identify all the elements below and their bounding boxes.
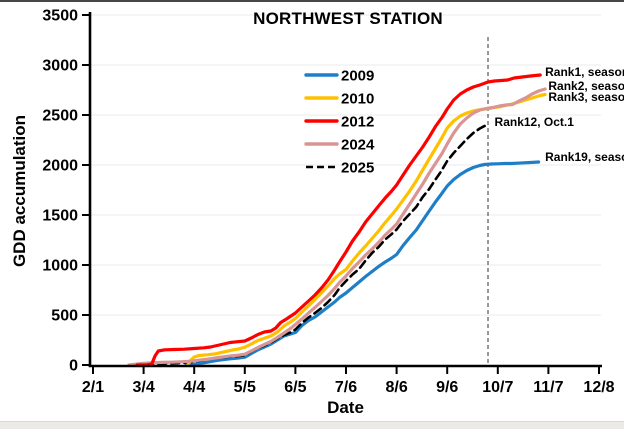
annotation-rank-4: Rank12, Oct.1 — [495, 115, 575, 129]
series-line-2009 — [184, 160, 541, 367]
x-tick-label: 12/8 — [583, 379, 614, 396]
annotation-rank-1: Rank1, season — [545, 65, 624, 79]
y-tick-label: 1500 — [42, 208, 78, 225]
y-tick-label: 1000 — [42, 258, 78, 275]
x-tick-label: 10/7 — [482, 379, 513, 396]
series-line-2012 — [135, 73, 542, 367]
x-tick-label: 4/4 — [183, 379, 205, 396]
y-tick-label: 3000 — [42, 58, 78, 75]
annotation-rank-5: Rank19, season — [545, 150, 624, 164]
x-tick-label: 7/6 — [335, 379, 357, 396]
y-tick-label: 500 — [51, 308, 78, 325]
x-tick-label: 5/5 — [234, 379, 256, 396]
y-axis-title: GDD accumulation — [10, 114, 29, 268]
series-line-2010 — [186, 92, 547, 367]
x-tick-label: 9/6 — [436, 379, 458, 396]
annotation-rank-2: Rank2, season — [548, 79, 624, 93]
chart-title: NORTHWEST STATION — [253, 9, 443, 28]
y-tick-label: 2500 — [42, 108, 78, 125]
series-line-2024 — [127, 87, 547, 367]
legend-label-2009: 2009 — [341, 68, 374, 85]
legend-label-2010: 2010 — [341, 91, 374, 108]
x-tick-label: 11/7 — [533, 379, 563, 396]
legend-label-2025: 2025 — [341, 160, 374, 177]
y-tick-label: 3500 — [42, 8, 78, 25]
x-tick-label: 2/1 — [82, 379, 104, 396]
y-tick-label: 0 — [69, 358, 78, 375]
bottom-ui-strip — [0, 421, 624, 429]
x-tick-label: 3/4 — [132, 379, 154, 396]
annotation-rank-3: Rank3, season — [548, 90, 624, 104]
series-line-2025 — [130, 123, 488, 367]
x-axis-title: Date — [327, 398, 364, 417]
legend-label-2012: 2012 — [341, 114, 374, 131]
y-tick-label: 2000 — [42, 158, 78, 175]
window-top-border — [0, 0, 624, 2]
x-tick-label: 6/5 — [284, 379, 306, 396]
legend-label-2024: 2024 — [341, 137, 375, 154]
x-tick-label: 8/6 — [385, 379, 407, 396]
